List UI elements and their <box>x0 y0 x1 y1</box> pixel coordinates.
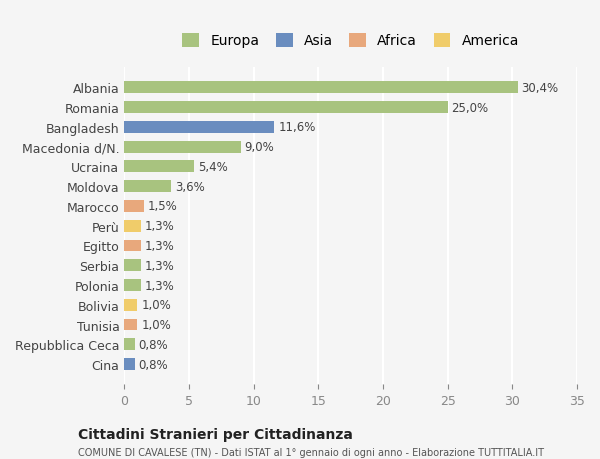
Bar <box>124 240 141 252</box>
Bar <box>124 181 171 193</box>
Text: 1,0%: 1,0% <box>141 299 171 312</box>
Text: 1,5%: 1,5% <box>148 200 178 213</box>
Text: 0,8%: 0,8% <box>139 358 168 371</box>
Bar <box>124 82 518 94</box>
Bar <box>124 201 144 213</box>
Text: 1,3%: 1,3% <box>145 240 175 252</box>
Bar <box>124 161 194 173</box>
Text: 11,6%: 11,6% <box>278 121 316 134</box>
Text: 5,4%: 5,4% <box>198 161 228 174</box>
Text: 0,8%: 0,8% <box>139 338 168 351</box>
Text: Cittadini Stranieri per Cittadinanza: Cittadini Stranieri per Cittadinanza <box>78 427 353 441</box>
Text: 9,0%: 9,0% <box>245 141 274 154</box>
Text: 25,0%: 25,0% <box>452 101 489 114</box>
Bar <box>124 122 274 134</box>
Bar <box>124 260 141 272</box>
Text: 1,3%: 1,3% <box>145 220 175 233</box>
Legend: Europa, Asia, Africa, America: Europa, Asia, Africa, America <box>182 34 519 48</box>
Text: 1,3%: 1,3% <box>145 279 175 292</box>
Text: 1,3%: 1,3% <box>145 259 175 272</box>
Bar <box>124 102 448 114</box>
Text: 30,4%: 30,4% <box>521 82 559 95</box>
Text: 1,0%: 1,0% <box>141 319 171 331</box>
Bar <box>124 141 241 153</box>
Text: 3,6%: 3,6% <box>175 180 205 193</box>
Bar <box>124 358 135 370</box>
Bar <box>124 339 135 351</box>
Bar <box>124 299 137 311</box>
Text: COMUNE DI CAVALESE (TN) - Dati ISTAT al 1° gennaio di ogni anno - Elaborazione T: COMUNE DI CAVALESE (TN) - Dati ISTAT al … <box>78 447 544 457</box>
Bar <box>124 319 137 331</box>
Bar <box>124 220 141 232</box>
Bar <box>124 280 141 291</box>
